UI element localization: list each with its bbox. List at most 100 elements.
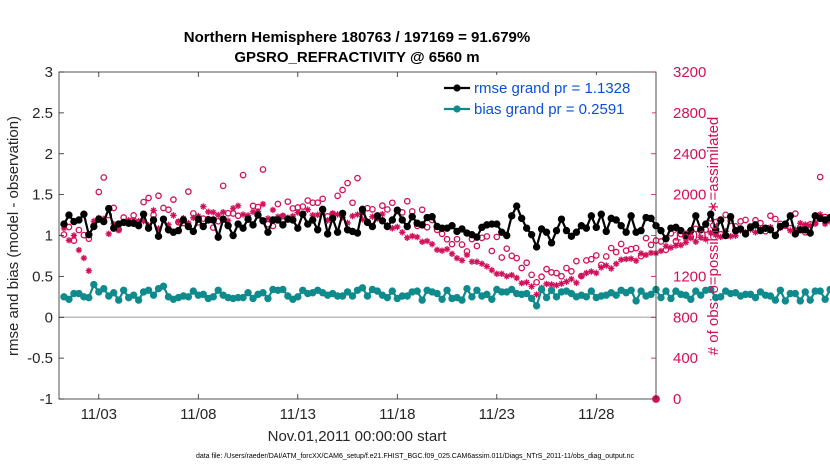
obs-assimilated-marker bbox=[533, 291, 540, 298]
obs-assimilated-marker bbox=[453, 254, 461, 262]
rmse-point bbox=[682, 231, 690, 240]
obs-possible-marker bbox=[403, 197, 411, 205]
bias-point bbox=[796, 297, 804, 305]
rmse-point bbox=[184, 222, 193, 231]
obs-possible-marker bbox=[632, 244, 640, 252]
obs-assimilated-marker bbox=[418, 238, 426, 246]
bias-point bbox=[119, 286, 128, 294]
rmse-point bbox=[323, 230, 332, 238]
bias-point bbox=[776, 286, 785, 294]
bias-point bbox=[766, 292, 775, 300]
obs-assimilated-marker bbox=[463, 251, 471, 259]
obs-assimilated-marker bbox=[588, 268, 595, 275]
bias-point bbox=[637, 287, 645, 295]
bias-point bbox=[806, 296, 814, 304]
obs-assimilated-marker bbox=[229, 205, 237, 212]
rmse-point bbox=[294, 224, 302, 232]
y-tick-label: 0.5 bbox=[32, 268, 53, 285]
bias-point bbox=[75, 289, 83, 298]
obs-possible-marker bbox=[65, 223, 73, 231]
y-right-tick-label: 1200 bbox=[673, 268, 706, 285]
legend-rmse-marker bbox=[453, 84, 461, 92]
obs-assimilated-marker bbox=[468, 258, 476, 265]
rmse-point bbox=[194, 215, 203, 223]
rmse-point bbox=[572, 228, 581, 236]
rmse-point bbox=[517, 214, 526, 223]
obs-possible-marker bbox=[558, 272, 565, 280]
bias-point bbox=[363, 292, 372, 300]
obs-possible-marker bbox=[418, 206, 426, 214]
obs-assimilated-marker bbox=[642, 251, 650, 259]
rmse-point bbox=[637, 226, 645, 235]
bias-point bbox=[731, 289, 740, 297]
rmse-point bbox=[672, 223, 680, 232]
obs-assimilated-marker bbox=[329, 210, 336, 217]
y-axis-label-right: # of obs: o=possible, ∗=assimilated bbox=[705, 117, 722, 356]
obs-possible-marker bbox=[473, 242, 481, 250]
rmse-point bbox=[244, 215, 252, 223]
rmse-point bbox=[587, 212, 596, 220]
obs-assimilated-marker bbox=[150, 207, 157, 214]
y-tick-label: -1 bbox=[40, 391, 53, 408]
bias-point bbox=[90, 280, 98, 289]
bias-point bbox=[547, 286, 556, 294]
rmse-point bbox=[498, 228, 506, 236]
obs-assimilated-marker bbox=[80, 254, 88, 262]
y-right-tick-label: 0 bbox=[673, 391, 681, 408]
obs-assimilated-marker bbox=[637, 250, 645, 257]
obs-assimilated-marker bbox=[797, 220, 804, 227]
obs-assimilated-marker bbox=[523, 279, 530, 286]
obs-assimilated-marker bbox=[478, 260, 486, 267]
rmse-point bbox=[736, 225, 745, 233]
x-tick-label: 11/08 bbox=[180, 406, 216, 423]
obs-possible-marker bbox=[513, 254, 521, 262]
rmse-point bbox=[791, 230, 799, 238]
bias-point bbox=[463, 284, 471, 293]
obs-assimilated-marker bbox=[334, 211, 341, 218]
bias-point bbox=[552, 293, 561, 301]
bias-point bbox=[438, 295, 446, 303]
obs-assimilated-marker bbox=[598, 264, 605, 271]
obs-assimilated-marker bbox=[787, 227, 794, 234]
bias-point bbox=[299, 286, 307, 294]
bias-point bbox=[443, 286, 451, 294]
obs-possible-marker bbox=[145, 194, 152, 202]
bias-point bbox=[672, 287, 680, 295]
bias-point bbox=[483, 290, 491, 299]
obs-assimilated-marker bbox=[414, 233, 421, 241]
obs-possible-marker bbox=[503, 245, 511, 253]
obs-possible-marker bbox=[379, 202, 386, 210]
rmse-point bbox=[214, 233, 222, 241]
obs-possible-marker bbox=[344, 179, 351, 187]
obs-possible-marker bbox=[388, 199, 396, 207]
obs-assimilated-marker bbox=[135, 217, 142, 225]
rmse-point bbox=[781, 220, 790, 228]
obs-possible-marker bbox=[314, 199, 322, 207]
obs-assimilated-marker bbox=[140, 217, 147, 225]
rmse-point bbox=[597, 210, 605, 218]
obs-assimilated-marker bbox=[458, 257, 466, 264]
rmse-point bbox=[657, 226, 665, 235]
bias-point bbox=[373, 287, 382, 295]
rmse-point bbox=[314, 226, 322, 234]
bias-point bbox=[522, 289, 531, 298]
rmse-point bbox=[144, 224, 153, 232]
obs-possible-marker bbox=[60, 231, 68, 238]
obs-possible-marker bbox=[538, 273, 545, 281]
obs-assimilated-marker bbox=[190, 214, 197, 222]
obs-assimilated-marker bbox=[573, 279, 580, 287]
rmse-point bbox=[149, 216, 158, 224]
bias-point bbox=[159, 282, 168, 290]
rmse-point bbox=[627, 212, 635, 220]
obs-assimilated-marker bbox=[438, 247, 446, 254]
bias-point bbox=[239, 293, 247, 302]
bias-point bbox=[85, 293, 93, 302]
bias-point bbox=[567, 289, 576, 298]
obs-possible-marker bbox=[483, 233, 491, 240]
obs-assimilated-marker bbox=[593, 269, 600, 277]
rmse-point bbox=[617, 221, 625, 230]
rmse-point bbox=[622, 228, 630, 236]
obs-assimilated-marker bbox=[399, 229, 406, 236]
obs-assimilated-marker bbox=[234, 202, 242, 209]
